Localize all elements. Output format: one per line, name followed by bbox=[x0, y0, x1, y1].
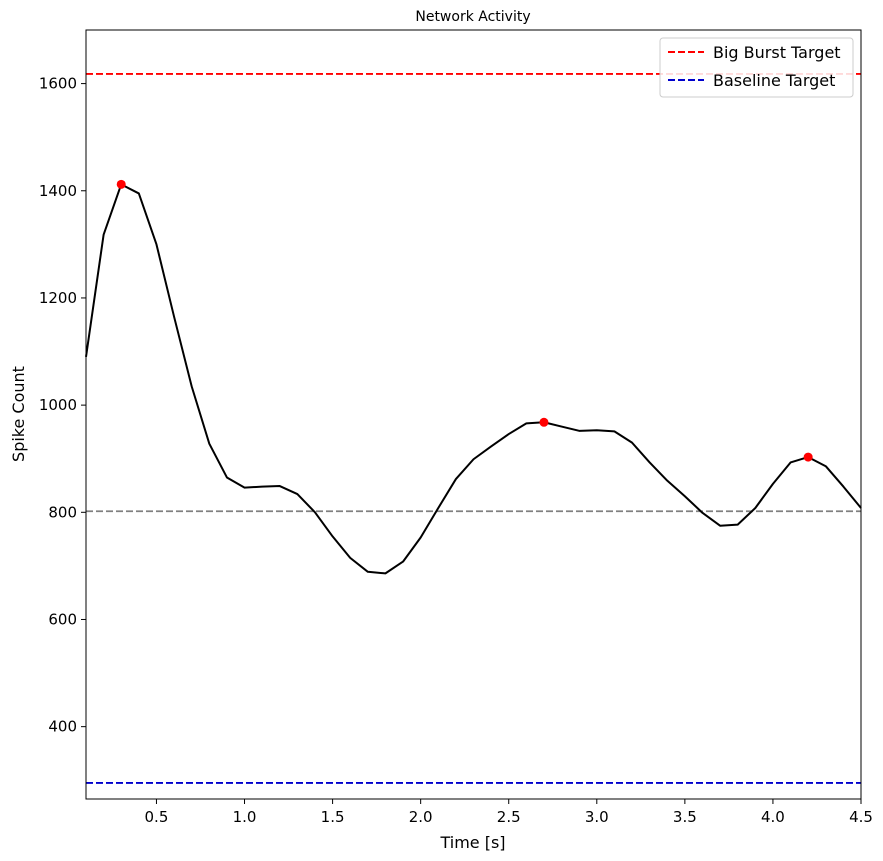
x-tick-label: 3.0 bbox=[585, 808, 609, 826]
x-tick-label: 1.0 bbox=[233, 808, 257, 826]
series-layer bbox=[85, 183, 862, 575]
legend-box bbox=[659, 37, 854, 98]
y-tick-label: 1200 bbox=[39, 289, 77, 307]
legend-label-big-burst: Big Burst Target bbox=[713, 43, 841, 62]
x-tick-label: 3.5 bbox=[673, 808, 697, 826]
x-tick-label: 2.0 bbox=[409, 808, 433, 826]
x-tick-label: 2.5 bbox=[497, 808, 521, 826]
y-tick-label: 1000 bbox=[39, 396, 77, 414]
y-tick-label: 800 bbox=[48, 503, 77, 521]
plot-frame bbox=[85, 29, 862, 800]
y-axis: 400 600 800 1000 1200 1400 1600 bbox=[39, 75, 86, 736]
x-tick-label: 4.0 bbox=[761, 808, 785, 826]
y-tick-label: 600 bbox=[48, 610, 77, 628]
x-tick-label: 0.5 bbox=[145, 808, 169, 826]
peak-marker bbox=[539, 417, 549, 427]
x-tick-label: 4.5 bbox=[849, 808, 873, 826]
y-tick-label: 400 bbox=[48, 718, 77, 736]
series-line bbox=[85, 183, 862, 575]
peak-marker bbox=[116, 179, 126, 189]
x-axis-label: Time [s] bbox=[439, 833, 505, 852]
y-tick-label: 1400 bbox=[39, 182, 77, 200]
peaks-layer bbox=[116, 179, 813, 462]
x-tick-label: 1.5 bbox=[321, 808, 345, 826]
y-tick-label: 1600 bbox=[39, 75, 77, 93]
chart-title: Network Activity bbox=[415, 9, 530, 25]
legend-label-baseline: Baseline Target bbox=[713, 71, 835, 90]
y-axis-label: Spike Count bbox=[9, 366, 28, 462]
legend: Big Burst Target Baseline Target bbox=[659, 37, 854, 98]
x-axis: 0.5 1.0 1.5 2.0 2.5 3.0 3.5 4.0 4.5 bbox=[145, 799, 873, 826]
peak-marker bbox=[803, 452, 813, 462]
